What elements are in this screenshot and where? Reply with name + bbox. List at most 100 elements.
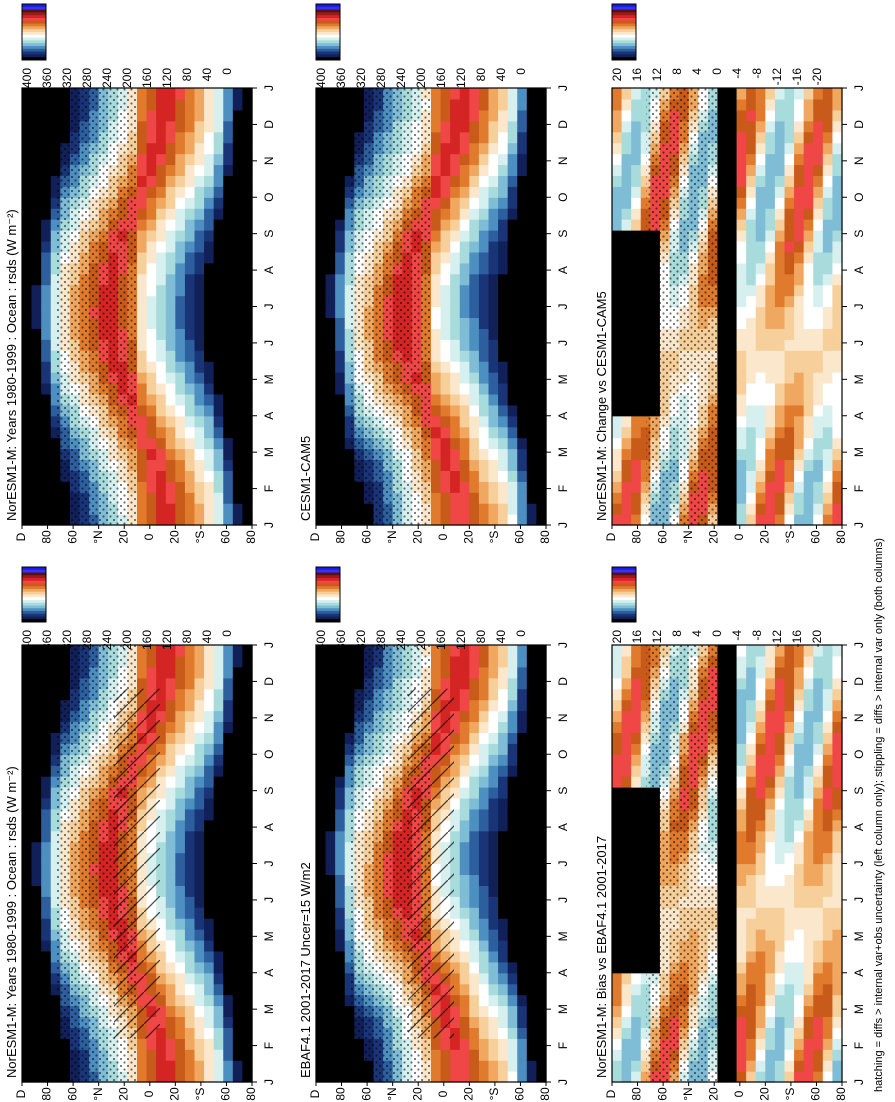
heatmap-cell [450, 950, 461, 963]
heatmap-cell [813, 776, 824, 788]
heatmap-cell [316, 317, 327, 329]
heatmap-cell [22, 994, 33, 1007]
heatmap-cell [517, 797, 528, 810]
heatmap-cell [184, 732, 196, 744]
heatmap-cell [469, 186, 480, 198]
heatmap-cell [242, 874, 253, 886]
heatmap-cell [640, 776, 651, 788]
heatmap-cell [469, 721, 480, 733]
heatmap-cell [727, 950, 738, 963]
heatmap-cell [31, 1049, 42, 1061]
heatmap-cell [204, 918, 215, 930]
heatmap-cell [137, 339, 148, 351]
heatmap-cell [50, 972, 61, 985]
heatmap-cell [223, 732, 234, 744]
heatmap-cell [184, 164, 196, 176]
heatmap-cell [832, 710, 843, 723]
heatmap-cell [31, 896, 42, 908]
month-label: O [262, 193, 276, 202]
heatmap-cell [156, 885, 167, 897]
colorbar-swatch [22, 589, 46, 593]
heatmap-cell [165, 208, 176, 220]
heatmap-cell [223, 393, 234, 406]
heatmap-cell [344, 142, 355, 155]
colorbar-label: 20 [610, 630, 624, 644]
heatmap-cell [223, 1005, 234, 1018]
heatmap-cell [344, 437, 355, 450]
heatmap-cell [774, 655, 786, 668]
heatmap-cell [242, 929, 253, 941]
heatmap-cell [431, 120, 442, 133]
heatmap-cell [803, 765, 814, 777]
heatmap-cell [184, 885, 196, 897]
heatmap-cell [175, 339, 186, 351]
heatmap-cell [344, 372, 355, 384]
heatmap-cell [344, 1038, 355, 1050]
heatmap-cell [316, 896, 327, 908]
heatmap-cell [794, 929, 805, 941]
heatmap-cell [213, 754, 224, 766]
heatmap-cell [146, 142, 157, 155]
heatmap-cell [755, 896, 766, 908]
heatmap-cell [794, 1016, 805, 1028]
heatmap-cell [478, 240, 490, 253]
heatmap-cell [469, 109, 480, 122]
heatmap-cell [498, 459, 509, 471]
heatmap-cell [204, 885, 215, 897]
heatmap-cell [794, 852, 805, 865]
heatmap-cell [459, 295, 470, 308]
heatmap-cell [184, 470, 196, 482]
heatmap-cell [165, 885, 176, 897]
heatmap-cell [621, 863, 632, 876]
colorbar-swatch [316, 572, 340, 576]
heatmap-cell [459, 240, 470, 253]
heatmap-cell [325, 251, 336, 264]
heatmap-cell [223, 896, 234, 908]
heatmap-cell [31, 972, 42, 985]
heatmap-cell [165, 830, 176, 843]
heatmap-cell [640, 896, 651, 908]
heatmap-cell [822, 710, 834, 723]
heatmap-cell [469, 677, 480, 690]
heatmap-cell [774, 885, 786, 897]
heatmap-cell [194, 186, 205, 198]
heatmap-cell [137, 328, 148, 340]
heatmap-cell [223, 743, 234, 755]
heatmap-cell [31, 655, 42, 668]
colorbar-label: -8 [750, 630, 764, 641]
heatmap-cell [450, 88, 461, 100]
colorbar-swatch [612, 605, 636, 609]
heatmap-cell [621, 983, 632, 996]
lat-label: D [308, 1089, 322, 1098]
heatmap-cell [232, 907, 244, 919]
heatmap-cell [31, 929, 42, 941]
heatmap-cell [431, 666, 442, 679]
heatmap-cell [469, 710, 480, 723]
heatmap-cell [746, 863, 757, 876]
heatmap-cell [223, 470, 234, 482]
heatmap-cell [223, 142, 234, 155]
heatmap-cell [765, 1038, 776, 1050]
heatmap-cell [165, 645, 176, 657]
heatmap-cell [194, 929, 205, 941]
heatmap-cell [204, 688, 215, 701]
heatmap-cell [640, 645, 651, 657]
heatmap-cell [175, 306, 186, 319]
heatmap-cell [822, 830, 834, 843]
heatmap-cell [242, 721, 253, 733]
heatmap-cell [784, 699, 795, 712]
heatmap-cell [137, 655, 148, 668]
heatmap-cell [137, 164, 148, 176]
heatmap-cell [335, 1060, 346, 1072]
heatmap-cell [498, 830, 509, 843]
heatmap-cell [335, 175, 346, 187]
colorbar-swatch [22, 29, 46, 33]
heatmap-cell [517, 896, 528, 908]
heatmap-cell [184, 448, 196, 461]
heatmap-cell [213, 994, 224, 1007]
heatmap-cell [727, 896, 738, 908]
heatmap-cell [450, 721, 461, 733]
heatmap-cell [832, 1038, 843, 1050]
heatmap-cell [727, 1038, 738, 1050]
heatmap-cell [165, 677, 176, 690]
